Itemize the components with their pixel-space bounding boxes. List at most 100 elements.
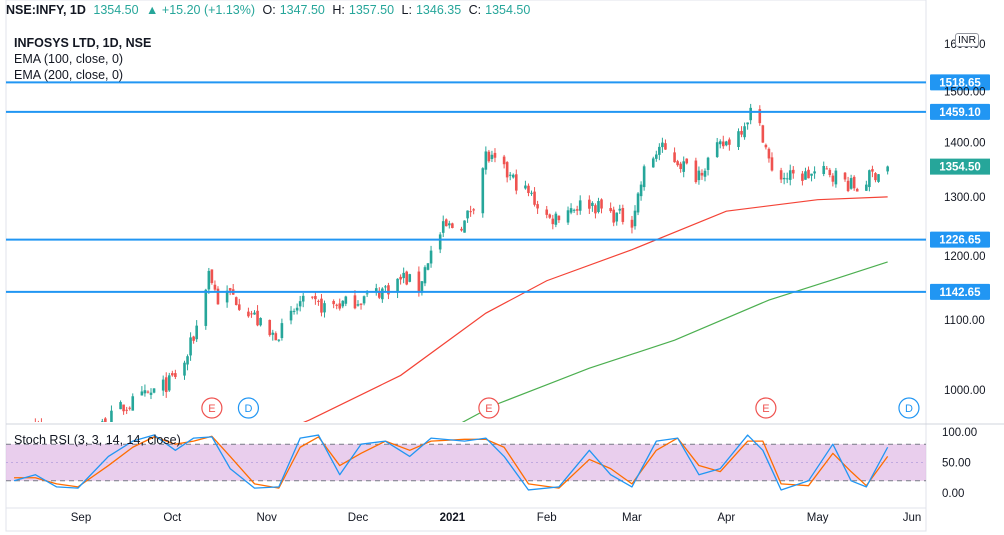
- candle-body: [655, 154, 658, 159]
- candle: [502, 154, 506, 169]
- candle: [578, 195, 582, 215]
- candle-body: [448, 223, 451, 226]
- time-tick-label: Sep: [71, 512, 91, 524]
- last-price-tag-label: 1354.50: [939, 162, 981, 174]
- candle: [770, 152, 774, 172]
- candle-body: [292, 310, 296, 312]
- candle: [234, 296, 238, 306]
- candle-body: [609, 208, 612, 212]
- hline-tag-1: [930, 103, 990, 120]
- candle-body: [728, 139, 731, 145]
- candle: [125, 406, 128, 415]
- candle-body: [122, 404, 125, 412]
- candle: [591, 201, 594, 212]
- high-value: 1357.50: [348, 3, 395, 17]
- candle: [865, 180, 868, 191]
- candle-body: [801, 173, 804, 181]
- candle: [588, 195, 591, 214]
- candle: [192, 335, 195, 344]
- candle-body: [578, 200, 582, 211]
- candle-body: [311, 296, 314, 298]
- candle-body: [679, 163, 682, 170]
- candle: [877, 173, 880, 183]
- candle: [545, 205, 549, 219]
- candle-body: [511, 174, 515, 178]
- candle-body: [174, 373, 177, 377]
- candle-body: [661, 142, 664, 148]
- candle-body: [396, 278, 399, 293]
- candle-body: [591, 202, 594, 206]
- candle-body: [685, 158, 689, 164]
- candle: [761, 124, 765, 143]
- candle-body: [128, 407, 132, 409]
- candle-body: [530, 192, 533, 194]
- candle: [295, 303, 299, 315]
- candle: [213, 280, 217, 292]
- time-tick-label: May: [807, 512, 829, 524]
- candle: [764, 143, 768, 150]
- candle-body: [779, 170, 783, 180]
- candle: [152, 388, 156, 394]
- candle-body: [268, 319, 272, 336]
- candle: [700, 169, 704, 180]
- legend-ema100[interactable]: EMA (100, close, 0): [14, 52, 124, 66]
- candle: [167, 372, 171, 392]
- stoch-tick-label: 0.00: [942, 488, 964, 500]
- earnings-marker-label: E: [485, 403, 492, 415]
- candle: [104, 417, 107, 422]
- candle-body: [791, 169, 795, 174]
- candle-body: [493, 152, 497, 158]
- candle-body: [460, 228, 463, 231]
- candle: [186, 354, 189, 371]
- close-value: 1354.50: [485, 3, 531, 17]
- candle-body: [545, 209, 549, 215]
- candle-body: [247, 311, 250, 317]
- candle-body: [822, 165, 826, 175]
- candle-body: [575, 209, 579, 211]
- chart-legend: INFOSYS LTD, 1D, NSE EMA (100, close, 0)…: [14, 35, 151, 83]
- candle-body: [615, 212, 619, 222]
- candle: [655, 150, 658, 162]
- candle-body: [167, 375, 171, 391]
- currency-badge[interactable]: INR: [955, 33, 980, 47]
- candle: [256, 305, 259, 327]
- candle-body: [676, 161, 679, 166]
- candle-body: [183, 362, 186, 376]
- candle-body: [317, 300, 320, 302]
- candle: [746, 122, 749, 130]
- candle-body: [855, 188, 859, 192]
- candle: [594, 203, 597, 219]
- candle-body: [557, 215, 561, 221]
- candle: [524, 180, 527, 190]
- high-label: H:: [332, 3, 345, 17]
- candle: [782, 172, 786, 185]
- candle-body: [548, 214, 552, 218]
- candle: [554, 211, 558, 228]
- candle: [514, 169, 518, 195]
- candle: [715, 137, 719, 158]
- candle: [110, 405, 113, 422]
- low-value: 1346.35: [415, 3, 462, 17]
- candle-body: [785, 178, 789, 180]
- candle-body: [225, 290, 229, 303]
- candle-body: [524, 185, 527, 189]
- legend-ema200[interactable]: EMA (200, close, 0): [14, 68, 124, 82]
- candle-body: [572, 209, 576, 211]
- candle-body: [749, 107, 752, 121]
- candle-body: [594, 205, 597, 214]
- candle: [101, 418, 104, 422]
- candle: [530, 190, 533, 196]
- hline-tag-label-2: 1226.65: [939, 235, 981, 247]
- symbol-header: NSE:INFY, 1D 1354.50 ▲ +15.20 (+1.13%) O…: [6, 3, 534, 17]
- symbol-label[interactable]: NSE:INFY, 1D: [6, 3, 86, 17]
- legend-title[interactable]: INFOSYS LTD, 1D, NSE: [14, 36, 152, 50]
- price-tick-label: 1000.00: [944, 385, 986, 397]
- ema100-line: [302, 196, 888, 422]
- candle-body: [725, 141, 728, 146]
- time-tick-label: Feb: [537, 512, 557, 524]
- candle: [779, 167, 783, 184]
- candle: [679, 161, 682, 173]
- candle: [216, 286, 220, 305]
- candle-body: [758, 109, 762, 124]
